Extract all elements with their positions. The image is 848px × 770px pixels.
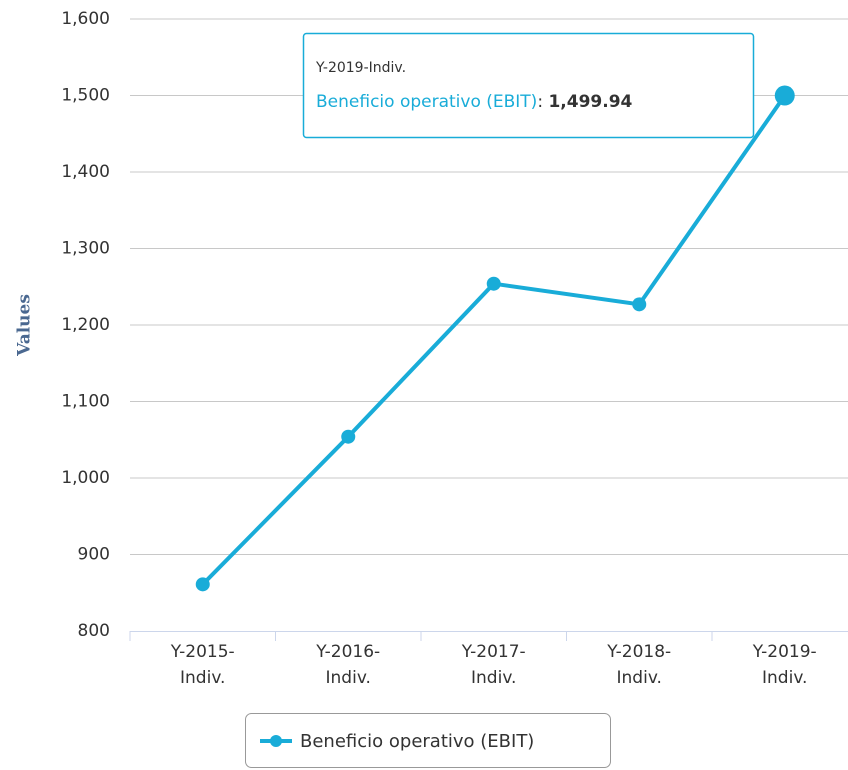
tooltip-box bbox=[302, 32, 755, 139]
legend-marker bbox=[270, 735, 282, 747]
tooltip-body: Beneficio operativo (EBIT): 1,499.94 bbox=[316, 92, 633, 112]
data-point bbox=[195, 577, 210, 592]
y-tick-label: 1,300 bbox=[61, 239, 110, 259]
series-line bbox=[201, 94, 787, 586]
legend-label: Beneficio operativo (EBIT) bbox=[300, 731, 534, 752]
tooltip-series-name: Beneficio operativo (EBIT) bbox=[316, 92, 537, 112]
y-tick-label: 1,200 bbox=[61, 315, 110, 335]
legend-box bbox=[245, 713, 611, 768]
y-tick-label: 800 bbox=[78, 621, 110, 641]
tooltip: Y-2019-Indiv. Beneficio operativo (EBIT):… bbox=[302, 32, 755, 139]
tooltip-value: 1,499.94 bbox=[548, 92, 632, 112]
x-tick-label: Y-2019-Indiv. bbox=[752, 642, 817, 688]
y-tick-label: 1,600 bbox=[61, 9, 110, 29]
x-tick-label: Y-2016-Indiv. bbox=[316, 642, 381, 688]
data-point bbox=[774, 85, 795, 106]
y-tick-label: 900 bbox=[78, 545, 110, 565]
y-tick-label: 1,500 bbox=[61, 86, 110, 106]
data-point bbox=[632, 297, 647, 312]
y-axis-title: Values bbox=[15, 294, 35, 357]
y-tick-label: 1,000 bbox=[61, 468, 110, 488]
x-tick-label: Y-2015-Indiv. bbox=[170, 642, 235, 688]
data-point bbox=[486, 276, 501, 291]
y-tick-label: 1,100 bbox=[61, 392, 110, 412]
tooltip-sep: : bbox=[537, 92, 548, 112]
x-tick-label: Y-2017-Indiv. bbox=[461, 642, 526, 688]
y-tick-label: 1,400 bbox=[61, 162, 110, 182]
data-point bbox=[341, 429, 356, 444]
x-tick-label: Y-2018-Indiv. bbox=[607, 642, 672, 688]
tooltip-header: Y-2019-Indiv. bbox=[315, 60, 406, 76]
